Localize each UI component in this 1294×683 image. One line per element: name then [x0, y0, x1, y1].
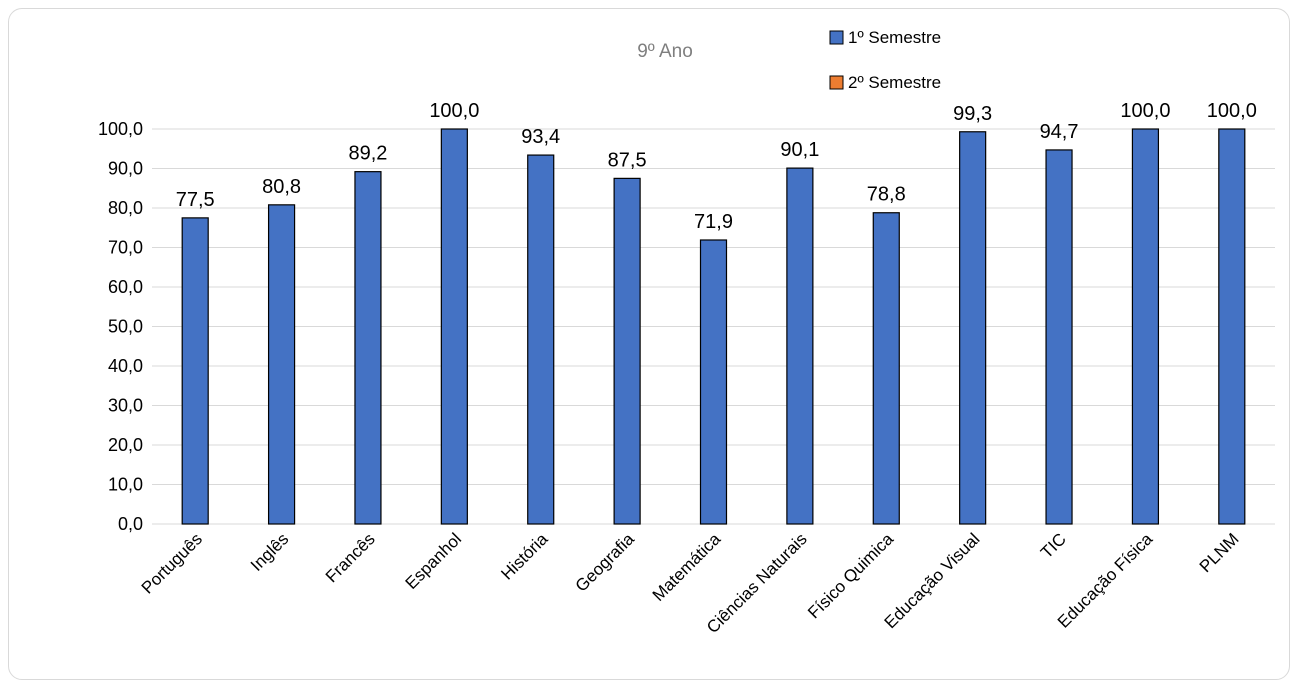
- bar: [786, 167, 814, 525]
- x-tick-label: Espanhol: [402, 529, 466, 593]
- legend: 1º Semestre 2º Semestre: [829, 28, 941, 92]
- data-label: 94,7: [1040, 121, 1079, 143]
- x-tick-label: Português: [138, 529, 206, 597]
- bar: [354, 171, 382, 525]
- y-axis: 0,0 10,0 20,0 30,0 40,0 50,0 60,0 70,0 80,0 90,0 1…: [98, 119, 1275, 534]
- data-label: 78,8: [867, 184, 906, 206]
- y-tick-label: 20,0: [108, 435, 143, 455]
- data-label: 100,0: [1207, 100, 1257, 122]
- x-tick-label: Inglês: [247, 529, 293, 575]
- x-tick-label: Físico Quimica: [804, 529, 897, 622]
- bar: [1131, 128, 1160, 525]
- y-tick-label: 60,0: [108, 277, 143, 297]
- bar: [527, 154, 555, 525]
- data-label: 99,3: [953, 103, 992, 125]
- data-label: 93,4: [521, 126, 560, 148]
- bar: [1045, 149, 1073, 525]
- x-tick-label: Educação Visual: [881, 529, 984, 632]
- bar: [613, 177, 641, 525]
- y-tick-label: 70,0: [108, 238, 143, 258]
- y-tick-label: 80,0: [108, 198, 143, 218]
- y-tick-label: 100,0: [98, 119, 143, 139]
- y-tick-label: 90,0: [108, 159, 143, 179]
- x-tick-label: Educação Física: [1054, 529, 1157, 632]
- x-tick-label: História: [497, 529, 552, 584]
- y-tick-label: 40,0: [108, 356, 143, 376]
- data-label: 100,0: [429, 100, 479, 122]
- y-tick-label: 50,0: [108, 317, 143, 337]
- x-tick-label: TIC: [1037, 529, 1070, 562]
- chart-frame: [8, 8, 1290, 680]
- x-tick-label: PLNM: [1196, 529, 1243, 576]
- legend-swatch: [829, 30, 844, 45]
- bar: [1218, 128, 1246, 525]
- y-tick-label: 0,0: [118, 514, 143, 534]
- data-label: 90,1: [780, 139, 819, 161]
- data-labels: 77,5 80,8 89,2 100,0 93,4 87,5 71,9 90,1 78,8 99,…: [176, 100, 1257, 233]
- bar: [440, 128, 468, 525]
- y-tick-label: 10,0: [108, 475, 143, 495]
- y-tick-label: 30,0: [108, 396, 143, 416]
- bar: [699, 239, 728, 525]
- bar: [872, 212, 900, 525]
- data-label: 89,2: [348, 143, 387, 165]
- bar-series: [181, 128, 1246, 525]
- x-tick-label: Francês: [322, 529, 379, 586]
- data-label: 77,5: [176, 189, 215, 211]
- bar: [181, 217, 209, 525]
- x-tick-label: Matemática: [649, 529, 725, 605]
- data-label: 80,8: [262, 176, 301, 198]
- x-axis: Português Inglês Francês Espanhol História Ge…: [138, 529, 1243, 637]
- bar: [959, 131, 987, 525]
- legend-label: 2º Semestre: [848, 73, 941, 92]
- data-label: 100,0: [1120, 100, 1170, 122]
- data-label: 71,9: [694, 211, 733, 233]
- chart-title: 9º Ano: [637, 41, 693, 62]
- x-tick-label: Geografia: [572, 529, 639, 596]
- data-label: 87,5: [608, 149, 647, 171]
- bar: [267, 204, 296, 525]
- legend-swatch: [829, 75, 844, 90]
- legend-label: 1º Semestre: [848, 28, 941, 47]
